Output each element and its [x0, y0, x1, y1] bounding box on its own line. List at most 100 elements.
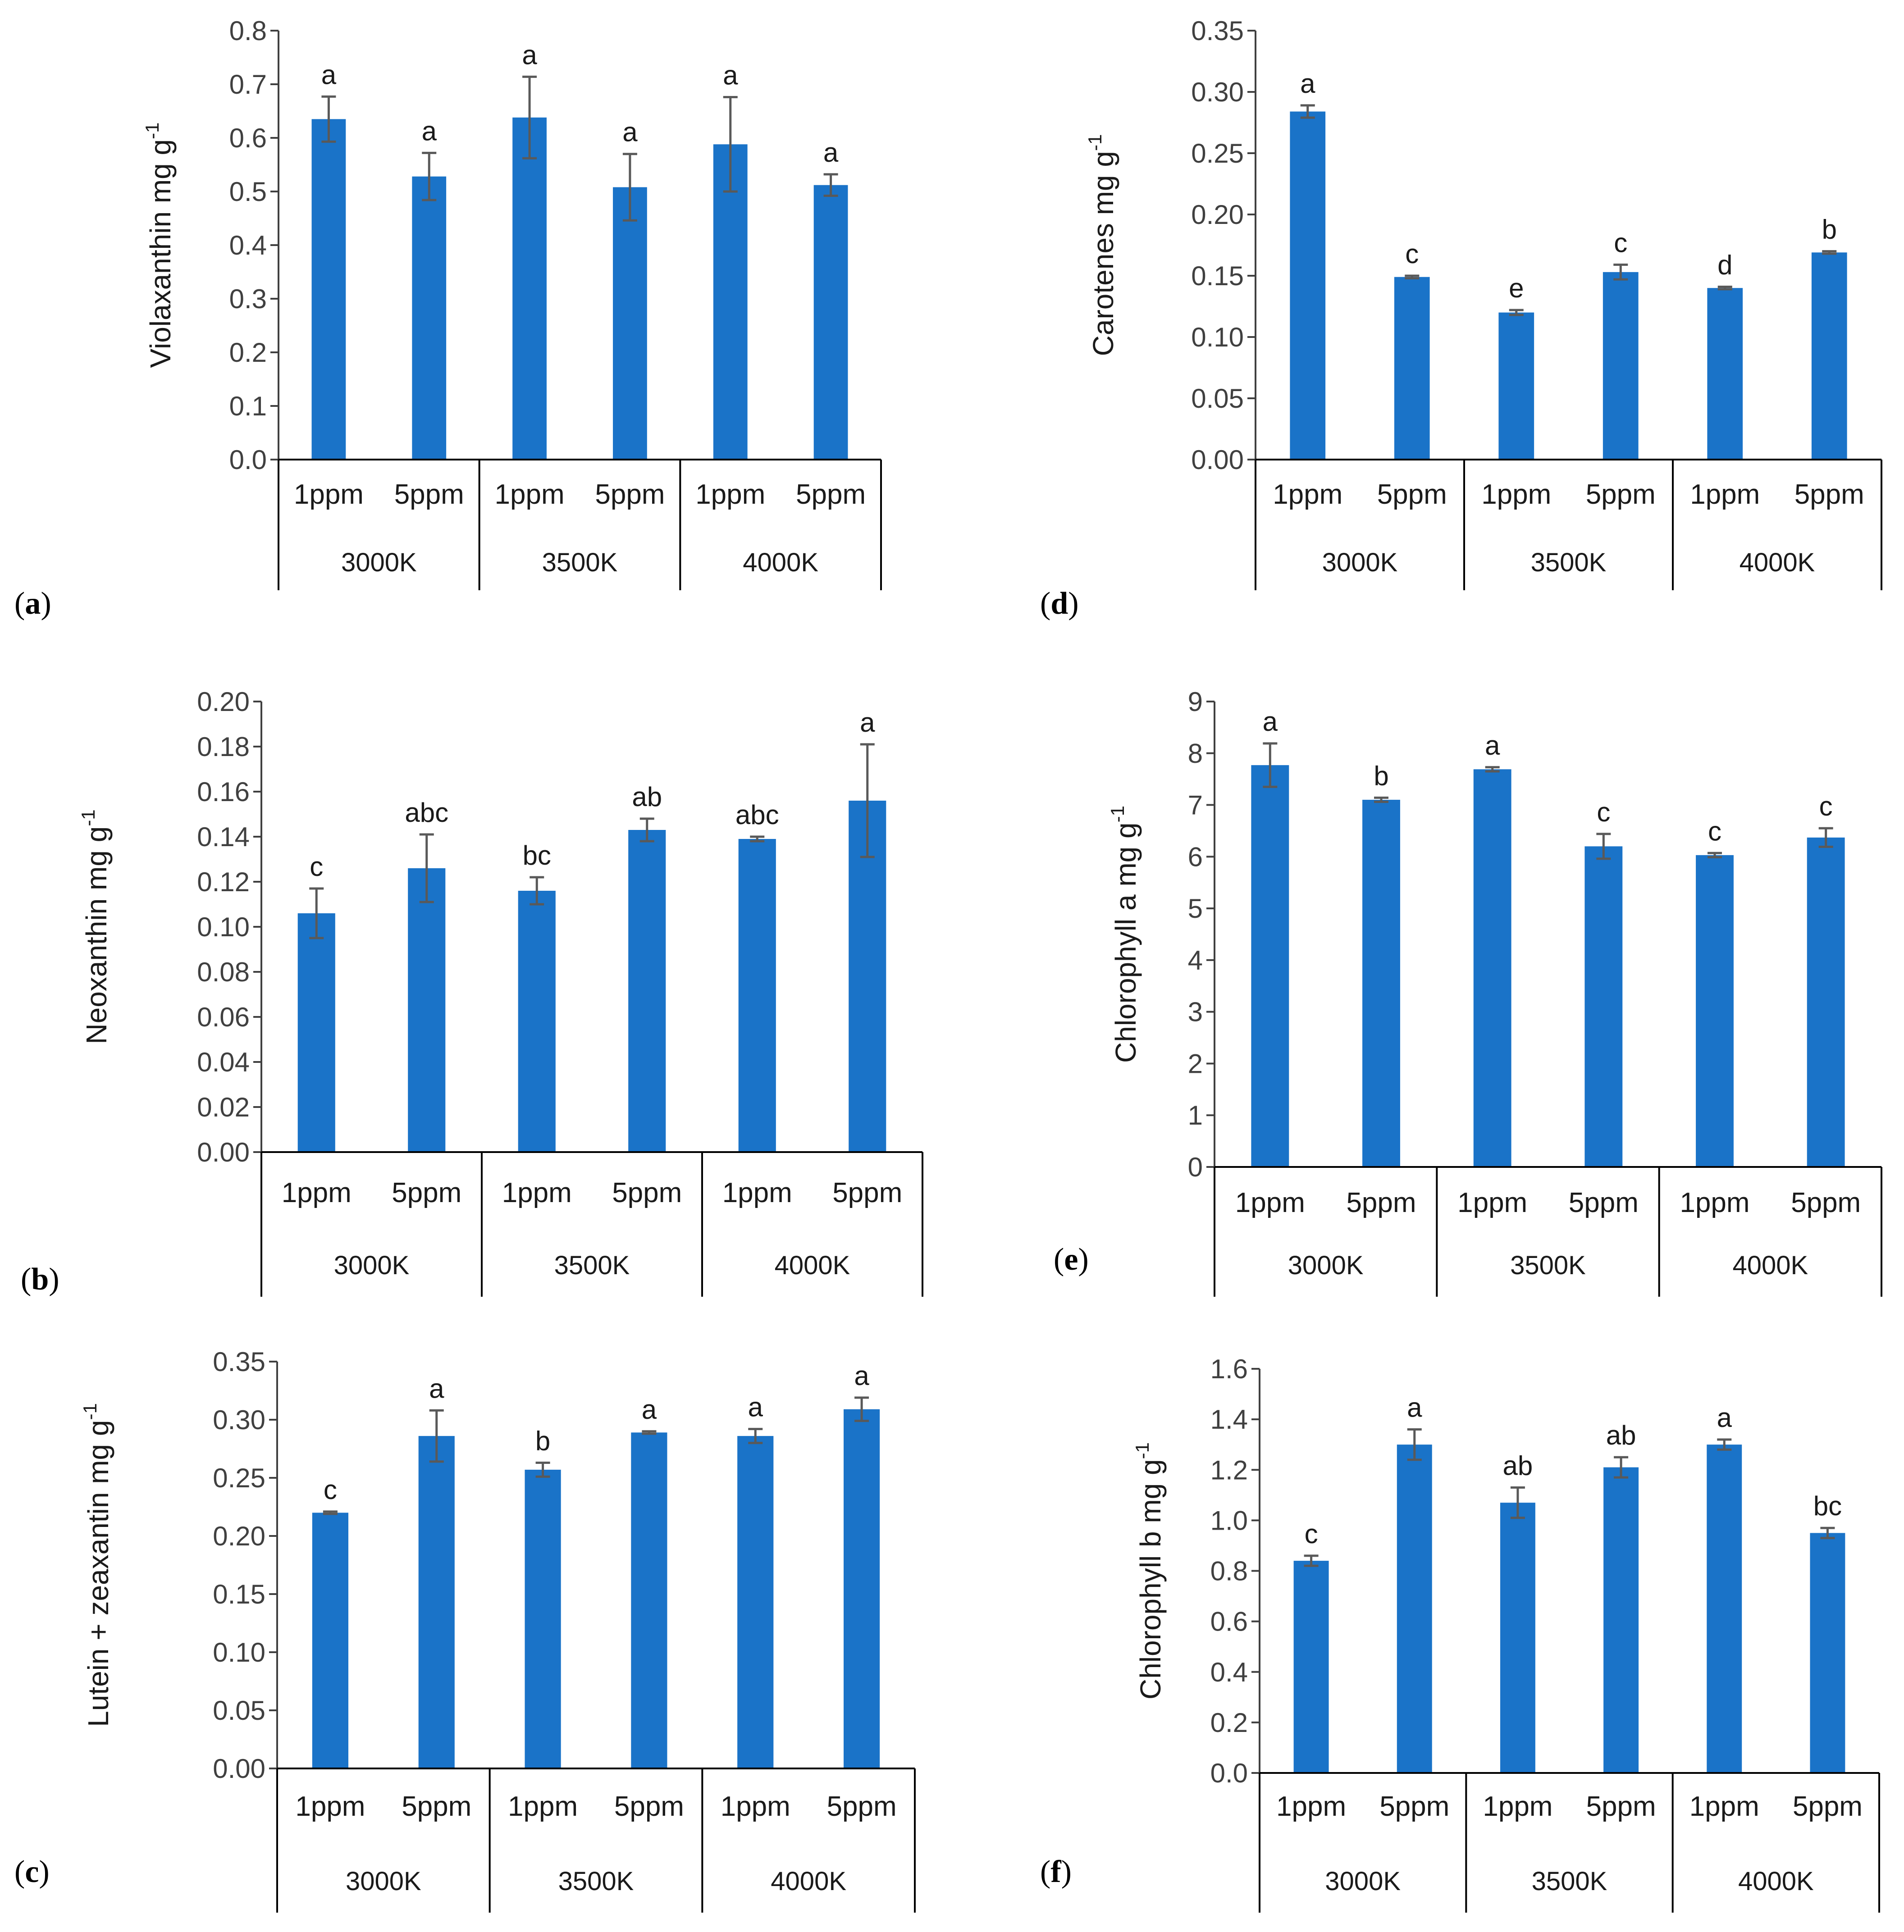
y-tick-label: 0.12: [197, 867, 250, 897]
panel-label-open-paren: (: [21, 1262, 31, 1297]
significance-letter: ab: [1503, 1450, 1533, 1481]
panel-label: (a): [14, 586, 51, 621]
y-tick-label: 0.8: [1210, 1556, 1248, 1586]
bar: [418, 1436, 455, 1768]
significance-letter: c: [1708, 816, 1721, 846]
group-label: 3500K: [558, 1867, 634, 1896]
y-axis-title: Carotenes mg g-1: [1084, 134, 1119, 356]
bar: [1397, 1444, 1432, 1773]
panel-label-close-paren: ): [41, 586, 51, 621]
significance-letter: c: [324, 1475, 337, 1505]
significance-letter: a: [823, 137, 839, 168]
group-label: 3000K: [334, 1251, 410, 1280]
y-tick-label: 0.20: [1191, 200, 1244, 230]
category-label: 5ppm: [1791, 1187, 1861, 1218]
y-tick-label: 0.35: [213, 1347, 265, 1377]
y-tick-label: 0.04: [197, 1047, 250, 1077]
panel-label-close-paren: ): [39, 1855, 49, 1889]
panel-label-open-paren: (: [1040, 586, 1050, 621]
y-tick-label: 0.15: [1191, 261, 1244, 291]
category-label: 5ppm: [394, 479, 464, 510]
y-tick-label: 5: [1188, 893, 1203, 924]
y-tick-label: 0.10: [1191, 322, 1244, 352]
bar: [843, 1409, 880, 1768]
y-tick-label: 0.15: [213, 1579, 265, 1609]
category-label: 1ppm: [1690, 479, 1760, 510]
significance-letter: a: [321, 59, 337, 90]
significance-letter: e: [1509, 273, 1524, 303]
bar: [312, 1513, 349, 1768]
group-label: 3000K: [346, 1867, 421, 1896]
y-tick-label: 0.7: [229, 69, 267, 100]
bar: [1696, 855, 1734, 1167]
y-tick-label: 0.06: [197, 1002, 250, 1032]
significance-letter: c: [1305, 1519, 1318, 1549]
y-tick-label: 0.2: [229, 337, 267, 368]
category-label: 1ppm: [695, 479, 765, 510]
chart-panel-a: 0.0 0.1 0.2 0.3 0.4 0.5 0.6 0.7 0.8 a 1ppm a 5ppm a 1p…: [14, 16, 882, 621]
y-tick-label: 0.2: [1210, 1708, 1248, 1738]
y-axis-title-superscript: -1: [78, 809, 99, 826]
y-tick-label: 0.4: [1210, 1657, 1248, 1687]
y-tick-label: 0.16: [197, 777, 250, 807]
chart-panel-c: 0.00 0.05 0.10 0.15 0.20 0.25 0.30 0.35 c 1ppm a 5p…: [14, 1347, 916, 1913]
category-label: 1ppm: [1235, 1187, 1305, 1218]
panel-label-letter: a: [25, 586, 41, 621]
bar: [1807, 837, 1845, 1167]
bar: [1603, 272, 1639, 460]
y-axis-title-text: Violaxanthin mg g: [144, 139, 177, 368]
bar: [1603, 1467, 1639, 1773]
category-label: 5ppm: [612, 1177, 682, 1208]
bar: [813, 185, 848, 460]
y-axis-title: Lutein + zeaxantin mg g-1: [79, 1403, 114, 1727]
significance-letter: a: [854, 1361, 869, 1391]
category-label: 5ppm: [827, 1791, 897, 1822]
bar: [1498, 312, 1534, 460]
bar: [628, 830, 666, 1152]
panel-label-open-paren: (: [14, 1855, 25, 1889]
bar: [297, 913, 335, 1152]
significance-letter: ab: [632, 782, 662, 812]
category-label: 1ppm: [502, 1177, 572, 1208]
y-tick-label: 0.4: [229, 230, 267, 260]
significance-letter: b: [1822, 214, 1837, 245]
significance-letter: b: [1374, 761, 1388, 791]
y-tick-label: 0.8: [229, 16, 267, 46]
y-tick-label: 0.25: [1191, 138, 1244, 169]
significance-letter: a: [1717, 1403, 1732, 1433]
y-tick-label: 0.05: [1191, 383, 1244, 414]
y-axis-title: Violaxanthin mg g-1: [142, 123, 177, 368]
significance-letter: ab: [1606, 1420, 1636, 1450]
y-tick-label: 0.1: [229, 391, 267, 421]
bar: [412, 176, 447, 460]
y-tick-label: 0.10: [197, 912, 250, 942]
y-axis-title-text: Chlorophyll a mg g: [1110, 822, 1142, 1063]
y-tick-label: 0.0: [229, 445, 267, 475]
y-axis-title-superscript: -1: [79, 1403, 100, 1420]
y-tick-label: 1.2: [1210, 1455, 1248, 1485]
group-label: 3000K: [1322, 548, 1398, 577]
category-label: 1ppm: [495, 479, 565, 510]
significance-letter: c: [1614, 228, 1627, 258]
y-tick-label: 0.10: [213, 1637, 265, 1668]
chart-panel-e: 0 1 2 3 4 5 6 7 8 9 a 1ppm b 5ppm a 1ppm c 5ppm c 1ppm c 5ppm…: [1054, 687, 1882, 1297]
bar: [525, 1469, 561, 1768]
significance-letter: bc: [1813, 1491, 1842, 1521]
y-tick-label: 1.4: [1210, 1404, 1248, 1435]
group-label: 4000K: [775, 1251, 850, 1280]
y-tick-label: 0.20: [197, 687, 250, 717]
significance-letter: a: [642, 1394, 657, 1425]
significance-letter: a: [748, 1392, 763, 1422]
significance-letter: a: [522, 40, 537, 70]
panel-label: (f): [1040, 1855, 1072, 1889]
y-tick-label: 0.02: [197, 1092, 250, 1122]
significance-letter: a: [1485, 730, 1500, 761]
category-label: 1ppm: [282, 1177, 352, 1208]
group-label: 3500K: [554, 1251, 630, 1280]
significance-letter: a: [1263, 706, 1278, 737]
chart-panel-f: 0.0 0.2 0.4 0.6 0.8 1.0 1.2 1.4 1.6 c 1ppm a 5ppm ab 1…: [1040, 1354, 1880, 1913]
category-label: 5ppm: [1586, 479, 1656, 510]
panel-label-letter: f: [1050, 1855, 1061, 1889]
panel-label-close-paren: ): [1061, 1855, 1072, 1889]
bar: [1293, 1561, 1329, 1773]
